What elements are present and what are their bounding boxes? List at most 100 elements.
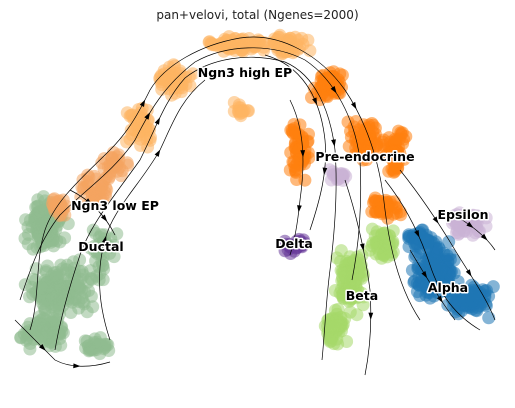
cell-point <box>81 168 95 182</box>
cell-point <box>31 230 45 244</box>
cell-point <box>339 270 353 284</box>
streamline <box>384 179 481 331</box>
cell-point <box>131 128 145 142</box>
streamline-arrowhead <box>438 288 445 296</box>
cell-point <box>448 296 462 310</box>
cell-point <box>29 262 43 276</box>
streamline-arrowhead <box>39 344 46 351</box>
cell-point <box>232 98 246 112</box>
cluster-label-pre-endocrine: Pre-endocrine <box>315 149 414 164</box>
cell-point <box>425 257 439 271</box>
cell-point <box>289 164 303 178</box>
streamline <box>264 54 326 231</box>
cell-point <box>447 209 461 223</box>
cell-point <box>286 125 299 139</box>
cell-point <box>350 308 364 322</box>
cell-point <box>272 30 286 44</box>
cell-point <box>479 219 493 233</box>
cell-point <box>369 194 382 208</box>
cluster-label-epsilon: Epsilon <box>438 207 489 222</box>
cell-point <box>357 290 371 304</box>
cell-point <box>353 260 367 274</box>
cluster-points-pre-endocrine <box>283 65 413 225</box>
cell-point <box>381 200 395 214</box>
velocity-streamlines <box>14 36 496 376</box>
cell-point <box>300 135 314 149</box>
streamline <box>69 189 116 236</box>
cell-point <box>293 235 307 248</box>
cell-point <box>94 182 108 196</box>
cluster-label-ngn3-low-ep: Ngn3 low EP <box>71 198 159 213</box>
cell-point <box>64 306 78 319</box>
cell-point <box>408 237 422 251</box>
streamline-arrowhead <box>85 198 93 205</box>
streamline-arrowhead <box>312 97 317 105</box>
cell-point <box>303 44 317 58</box>
cell-point <box>134 139 148 152</box>
cluster-points-epsilon <box>323 163 493 242</box>
cell-point <box>388 164 402 178</box>
cell-point <box>334 254 348 268</box>
cell-point <box>386 145 400 159</box>
streamline-arrowhead <box>102 235 107 244</box>
streamline <box>54 56 337 361</box>
cell-point <box>294 152 307 166</box>
cell-point <box>105 151 119 164</box>
streamline-arrowhead <box>436 295 443 303</box>
cell-point <box>90 335 104 349</box>
cluster-points-ngn3-high-ep <box>120 28 317 154</box>
streamline-arrowhead <box>297 205 302 213</box>
cluster-label-beta: Beta <box>346 288 378 303</box>
cell-point <box>451 227 465 241</box>
chart-title: pan+velovi, total (Ngenes=2000) <box>156 8 359 22</box>
cell-point <box>331 170 345 183</box>
streamline-arrowhead <box>480 233 488 241</box>
cluster-label-ductal: Ductal <box>78 239 123 254</box>
cell-point <box>386 245 400 259</box>
streamline-arrowhead <box>331 139 336 147</box>
cell-point <box>46 327 60 341</box>
cell-point <box>120 156 134 170</box>
cell-point <box>77 181 91 195</box>
cell-point <box>46 234 60 248</box>
cell-point <box>59 199 73 213</box>
cell-point <box>259 36 272 50</box>
cell-point <box>324 320 337 334</box>
cell-point <box>228 44 242 57</box>
cell-point <box>338 311 352 325</box>
streamline <box>29 36 421 331</box>
cell-point <box>155 82 169 96</box>
cell-point <box>174 85 188 99</box>
cell-point <box>387 155 401 169</box>
streamline-arrowhead <box>414 230 420 238</box>
streamline-arrowhead <box>73 363 81 369</box>
cell-point <box>357 126 371 140</box>
cell-point <box>80 334 94 348</box>
cell-point <box>375 227 389 241</box>
cell-point <box>327 337 341 351</box>
streamline-arrowhead <box>300 150 306 158</box>
cell-point <box>77 297 91 311</box>
streamline <box>99 79 206 341</box>
cell-point <box>95 239 109 253</box>
cell-point <box>58 231 72 245</box>
streamline <box>399 169 496 321</box>
streamline-arrowhead <box>359 243 365 251</box>
cell-point <box>301 33 315 47</box>
cell-point <box>424 231 438 245</box>
cluster-label-ngn3-high-ep: Ngn3 high EP <box>198 65 292 80</box>
cell-point <box>84 241 97 255</box>
cluster-points-ngn3-low-ep <box>45 146 135 223</box>
streamline <box>19 47 362 301</box>
cell-point <box>47 192 61 206</box>
streamline <box>344 179 372 376</box>
cell-point <box>49 270 63 284</box>
cell-point <box>43 217 57 231</box>
cluster-labels: Ductal Ngn3 low EP Ngn3 high EP Pre-endocri… <box>70 64 490 305</box>
streamline <box>289 99 304 256</box>
cluster-label-delta: Delta <box>275 236 313 251</box>
cell-point <box>314 88 328 102</box>
streamline-arrowhead <box>322 167 328 175</box>
cell-point <box>432 242 446 256</box>
